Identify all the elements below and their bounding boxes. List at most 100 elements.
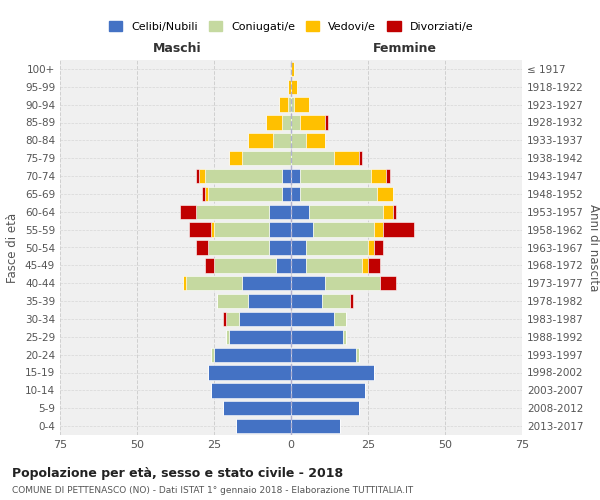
Bar bbox=[266, 116, 282, 130]
Bar bbox=[377, 187, 392, 201]
Bar bbox=[229, 330, 291, 344]
Bar bbox=[291, 98, 294, 112]
Bar bbox=[300, 187, 377, 201]
Bar bbox=[334, 151, 359, 166]
Bar bbox=[211, 222, 214, 237]
Bar bbox=[322, 294, 350, 308]
Bar bbox=[211, 348, 214, 362]
Bar bbox=[239, 312, 291, 326]
Bar bbox=[242, 151, 291, 166]
Bar bbox=[291, 62, 294, 76]
Text: Popolazione per età, sesso e stato civile - 2018: Popolazione per età, sesso e stato civil… bbox=[12, 468, 343, 480]
Bar bbox=[362, 258, 368, 272]
Bar bbox=[214, 222, 269, 237]
Bar bbox=[196, 204, 269, 219]
Bar bbox=[229, 151, 242, 166]
Text: Femmine: Femmine bbox=[373, 42, 437, 54]
Bar bbox=[288, 98, 291, 112]
Bar bbox=[291, 366, 374, 380]
Bar bbox=[291, 222, 313, 237]
Bar bbox=[214, 258, 275, 272]
Bar bbox=[334, 312, 346, 326]
Legend: Celibi/Nubili, Coniugati/e, Vedovi/e, Divorziati/e: Celibi/Nubili, Coniugati/e, Vedovi/e, Di… bbox=[104, 17, 478, 36]
Bar bbox=[291, 419, 340, 433]
Bar bbox=[269, 204, 291, 219]
Bar bbox=[226, 312, 239, 326]
Bar bbox=[383, 222, 414, 237]
Bar bbox=[383, 204, 392, 219]
Bar bbox=[300, 169, 371, 183]
Bar bbox=[223, 312, 226, 326]
Bar bbox=[291, 294, 322, 308]
Bar bbox=[307, 240, 368, 254]
Bar bbox=[307, 133, 325, 148]
Bar bbox=[205, 187, 208, 201]
Bar bbox=[291, 312, 334, 326]
Bar bbox=[282, 169, 291, 183]
Bar bbox=[291, 169, 300, 183]
Text: COMUNE DI PETTENASCO (NO) - Dati ISTAT 1° gennaio 2018 - Elaborazione TUTTITALIA: COMUNE DI PETTENASCO (NO) - Dati ISTAT 1… bbox=[12, 486, 413, 495]
Bar bbox=[291, 151, 334, 166]
Bar bbox=[196, 240, 208, 254]
Bar bbox=[248, 294, 291, 308]
Bar bbox=[386, 169, 389, 183]
Bar bbox=[380, 276, 396, 290]
Bar bbox=[205, 258, 214, 272]
Bar bbox=[275, 258, 291, 272]
Bar bbox=[291, 204, 310, 219]
Bar bbox=[269, 222, 291, 237]
Bar bbox=[291, 80, 297, 94]
Bar bbox=[196, 169, 199, 183]
Bar bbox=[180, 204, 196, 219]
Bar bbox=[272, 133, 291, 148]
Bar bbox=[291, 330, 343, 344]
Y-axis label: Fasce di età: Fasce di età bbox=[7, 212, 19, 282]
Bar bbox=[208, 366, 291, 380]
Bar bbox=[248, 133, 272, 148]
Bar bbox=[294, 98, 310, 112]
Bar bbox=[291, 240, 307, 254]
Bar bbox=[356, 348, 359, 362]
Bar bbox=[282, 116, 291, 130]
Bar bbox=[226, 330, 229, 344]
Bar bbox=[223, 401, 291, 415]
Y-axis label: Anni di nascita: Anni di nascita bbox=[587, 204, 600, 291]
Bar bbox=[350, 294, 353, 308]
Bar bbox=[236, 419, 291, 433]
Bar bbox=[374, 222, 383, 237]
Bar bbox=[202, 187, 205, 201]
Bar bbox=[374, 240, 383, 254]
Bar bbox=[282, 187, 291, 201]
Bar bbox=[291, 348, 356, 362]
Bar bbox=[343, 330, 346, 344]
Bar bbox=[211, 383, 291, 398]
Bar bbox=[291, 401, 359, 415]
Bar bbox=[217, 294, 248, 308]
Bar bbox=[313, 222, 374, 237]
Bar bbox=[371, 169, 386, 183]
Bar bbox=[291, 187, 300, 201]
Bar bbox=[291, 276, 325, 290]
Bar bbox=[291, 116, 300, 130]
Bar bbox=[392, 204, 396, 219]
Bar bbox=[359, 151, 362, 166]
Bar bbox=[269, 240, 291, 254]
Bar bbox=[214, 348, 291, 362]
Bar bbox=[186, 276, 242, 290]
Bar bbox=[205, 169, 282, 183]
Bar bbox=[325, 116, 328, 130]
Bar bbox=[368, 258, 380, 272]
Bar bbox=[288, 80, 291, 94]
Bar bbox=[278, 98, 288, 112]
Bar bbox=[300, 116, 325, 130]
Bar bbox=[368, 240, 374, 254]
Bar bbox=[183, 276, 186, 290]
Bar bbox=[242, 276, 291, 290]
Text: Maschi: Maschi bbox=[153, 42, 202, 54]
Bar bbox=[325, 276, 380, 290]
Bar bbox=[307, 258, 362, 272]
Bar bbox=[291, 383, 365, 398]
Bar bbox=[190, 222, 211, 237]
Bar bbox=[291, 133, 307, 148]
Bar bbox=[208, 187, 282, 201]
